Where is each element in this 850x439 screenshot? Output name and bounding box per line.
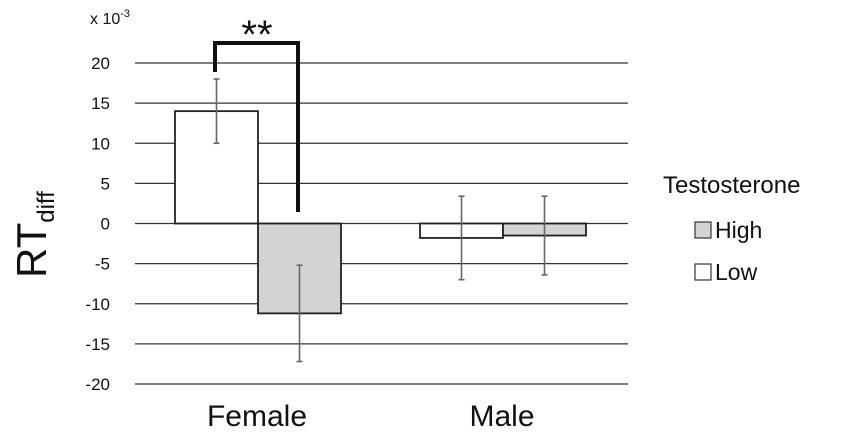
legend-swatch-high (694, 221, 712, 239)
x-tick-label-male: Male (469, 400, 534, 433)
y-tick-label: 20 (91, 54, 110, 73)
y-axis-label: RTdiff (8, 191, 60, 278)
y-tick-label: -20 (85, 375, 110, 394)
legend-title: Testosterone (663, 172, 800, 199)
legend-label-low: Low (715, 259, 758, 285)
y-tick-label: 5 (101, 174, 110, 193)
scale-label: x 10-3 (90, 8, 130, 28)
bars (174, 110, 587, 315)
significance-stars: ** (241, 13, 272, 57)
y-tick-labels: 20 15 10 5 0 -5 -10 -15 -20 (85, 54, 110, 394)
significance-bracket: ** (213, 13, 300, 212)
y-tick-label: -15 (85, 335, 110, 354)
y-tick-label: 10 (91, 134, 110, 153)
y-tick-label: 15 (91, 94, 110, 113)
y-tick-label: -10 (85, 295, 110, 314)
error-bars (213, 78, 548, 363)
bracket-line (213, 41, 300, 212)
legend: Testosterone High Low (663, 172, 800, 285)
y-tick-label: 0 (101, 215, 110, 234)
y-tick-label: -5 (95, 255, 110, 274)
legend-label-high: High (715, 217, 762, 243)
x-tick-label-female: Female (207, 400, 307, 433)
legend-swatch-low (694, 263, 712, 281)
